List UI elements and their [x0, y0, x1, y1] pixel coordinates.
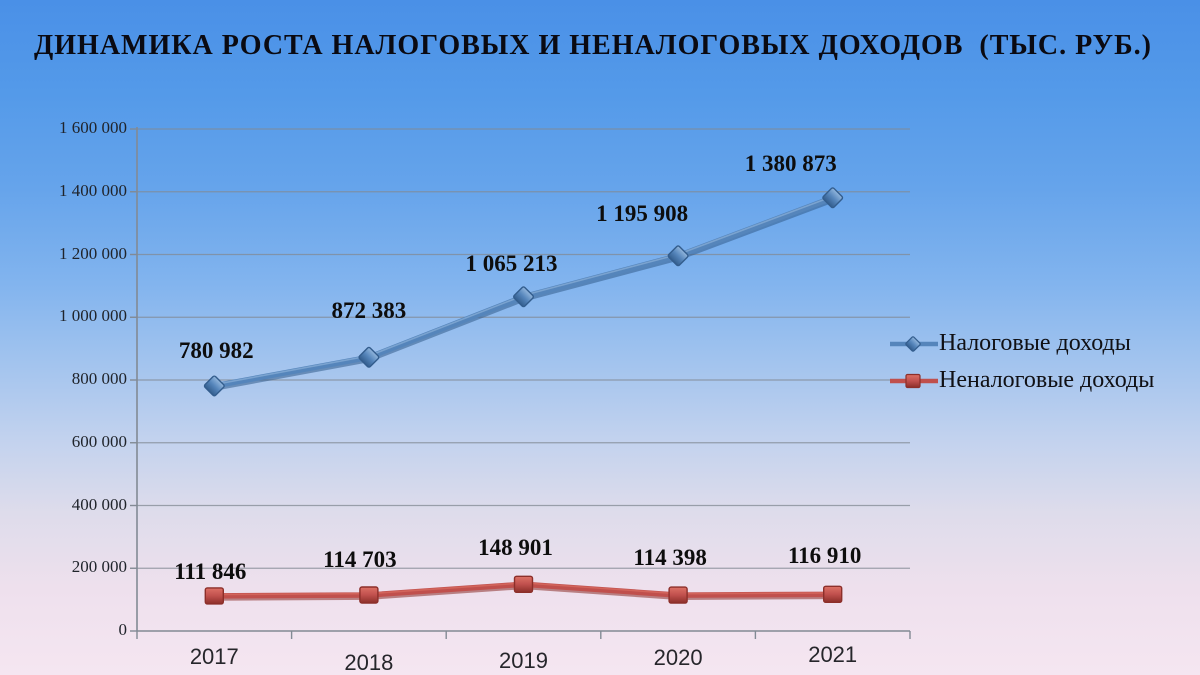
legend-label-tax: Налоговые доходы [939, 330, 1131, 356]
data-point-marker-nontax [513, 575, 534, 593]
y-tick-label: 800 000 [71, 369, 127, 388]
y-tick-label: 200 000 [71, 557, 127, 577]
legend-row-tax: Налоговые доходы [890, 330, 1154, 357]
data-point-marker-nontax [359, 586, 379, 604]
x-tick-label: 2021 [808, 642, 858, 667]
data-point-marker-nontax [823, 585, 843, 604]
data-point-marker-tax [513, 286, 534, 308]
y-tick-label: 1 400 000 [59, 180, 127, 200]
data-label-tax: 872 383 [331, 298, 407, 324]
data-point-marker-tax [203, 375, 225, 397]
data-label-nontax: 148 901 [478, 535, 553, 561]
data-label-nontax: 111 846 [174, 558, 247, 584]
legend: Налоговые доходы Неналоговые доходы [890, 330, 1154, 394]
data-label-nontax: 116 910 [787, 543, 862, 569]
data-label-nontax: 114 703 [323, 547, 397, 572]
y-tick-label: 1 200 000 [59, 243, 127, 263]
data-point-marker-nontax [668, 586, 688, 604]
data-label-tax: 1 380 873 [744, 150, 837, 176]
legend-label-nontax: Неналоговые доходы [939, 367, 1155, 393]
legend-row-nontax: Неналоговые доходы [890, 367, 1154, 394]
y-tick-label: 1 000 000 [59, 306, 127, 326]
data-label-tax: 780 982 [178, 337, 254, 363]
data-point-marker-tax [358, 346, 380, 368]
data-point-marker-nontax [204, 587, 225, 605]
y-tick-label: 600 000 [71, 431, 127, 451]
data-point-marker-tax [822, 187, 844, 209]
y-tick-label: 1 600 000 [59, 118, 127, 137]
x-tick-label: 2020 [653, 645, 703, 670]
data-label-tax: 1 195 908 [596, 200, 689, 226]
legend-marker-nontax-icon [890, 373, 938, 388]
data-point-marker-tax [667, 245, 689, 267]
x-tick-label: 2018 [344, 650, 394, 675]
data-label-nontax: 114 398 [633, 545, 707, 571]
x-tick-label: 2017 [189, 644, 239, 669]
y-tick-label: 0 [118, 620, 128, 639]
data-label-tax: 1 065 213 [465, 250, 558, 276]
chart-title: ДИНАМИКА РОСТА НАЛОГОВЫХ И НЕНАЛОГОВЫХ Д… [34, 30, 1152, 61]
legend-marker-tax-icon [890, 335, 938, 352]
x-tick-label: 2019 [499, 648, 548, 673]
y-tick-label: 400 000 [71, 494, 127, 514]
